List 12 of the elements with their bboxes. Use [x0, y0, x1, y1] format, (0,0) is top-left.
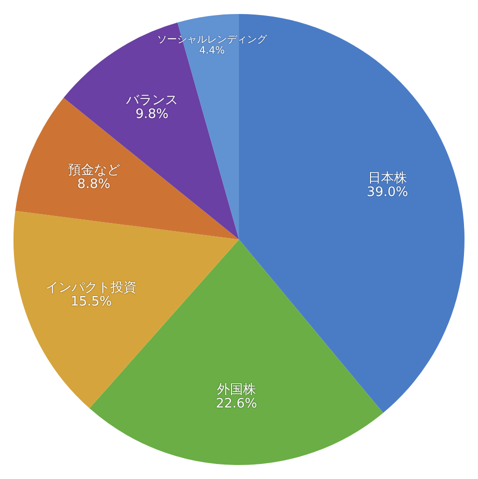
slice-label: 預金など [68, 162, 120, 178]
slice-label: 外国株 [217, 382, 256, 398]
data-label: 9.8% [135, 107, 169, 122]
data-label: 22.6% [216, 396, 258, 412]
data-label: 8.8% [77, 176, 110, 192]
data-label: 39.0% [366, 185, 408, 200]
slice-label: バランス [125, 93, 178, 108]
data-label: 4.4% [199, 45, 225, 56]
slice-label: ソーシャルレンディング [156, 34, 268, 46]
data-label: 15.5% [70, 294, 112, 310]
slice-label: インパクト投資 [46, 280, 137, 296]
slice-label: 日本株 [368, 171, 407, 186]
